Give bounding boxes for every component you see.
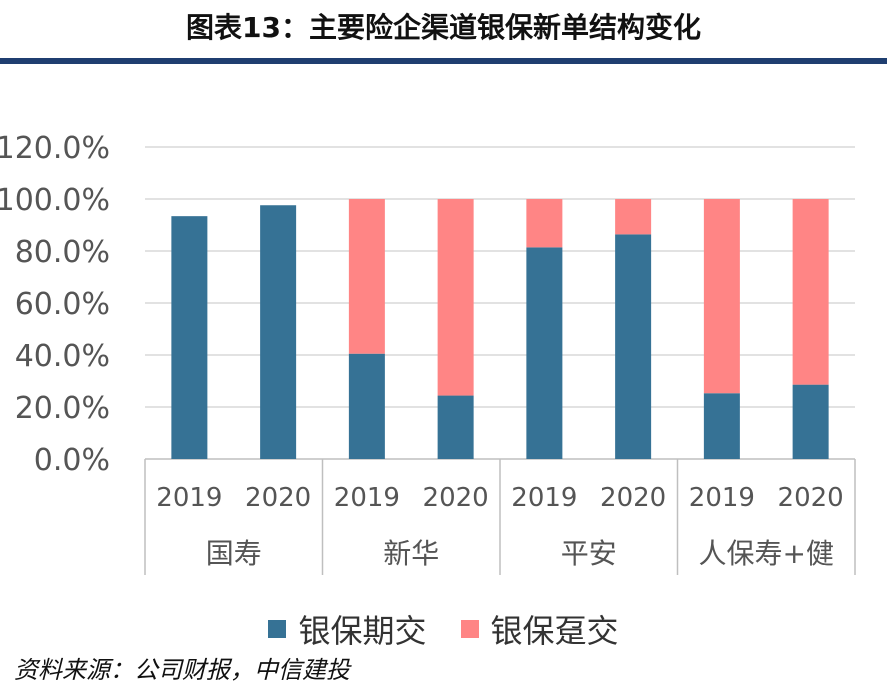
legend-swatch-series1 bbox=[268, 620, 287, 638]
x-tick-label: 2020 bbox=[600, 483, 666, 513]
x-tick-label: 2019 bbox=[334, 483, 400, 513]
bar-segment-1 bbox=[437, 395, 474, 459]
legend: 银保期交 银保趸交 bbox=[0, 606, 887, 652]
bar-segment-1 bbox=[260, 205, 297, 459]
legend-label-series1: 银保期交 bbox=[298, 612, 427, 650]
group-label: 新华 bbox=[383, 537, 439, 570]
bar-segment-1 bbox=[615, 234, 652, 459]
legend-item-series1: 银保期交 bbox=[268, 606, 427, 652]
bar-segment-1 bbox=[792, 384, 829, 459]
y-tick-label: 60.0% bbox=[15, 287, 110, 322]
y-tick-label: 20.0% bbox=[15, 391, 110, 426]
bar-segment-2 bbox=[526, 199, 563, 248]
bar-segment-2 bbox=[348, 199, 385, 354]
legend-item-series2: 银保趸交 bbox=[460, 606, 619, 652]
y-tick-label: 80.0% bbox=[15, 235, 110, 270]
source-note: 资料来源：公司财报，中信建投 bbox=[14, 656, 350, 684]
x-tick-label: 2019 bbox=[156, 483, 222, 513]
group-label: 人保寿+健 bbox=[699, 537, 834, 570]
y-tick-label: 40.0% bbox=[15, 339, 110, 374]
group-label: 国寿 bbox=[206, 537, 262, 570]
bar-segment-1 bbox=[703, 393, 740, 459]
bar-segment-1 bbox=[171, 216, 208, 459]
legend-swatch-series2 bbox=[460, 620, 479, 638]
bar-segment-1 bbox=[526, 247, 563, 459]
legend-label-series2: 银保趸交 bbox=[490, 612, 619, 650]
bar-segment-1 bbox=[348, 353, 385, 459]
bar-segment-2 bbox=[792, 199, 829, 385]
chart-title: 图表13：主要险企渠道银保新单结构变化 bbox=[186, 11, 701, 44]
x-tick-label: 2020 bbox=[245, 483, 311, 513]
x-tick-label: 2019 bbox=[511, 483, 577, 513]
bar-segment-2 bbox=[615, 199, 652, 235]
bar-segment-2 bbox=[437, 199, 474, 396]
bar-segment-2 bbox=[703, 199, 740, 394]
title-divider bbox=[0, 58, 887, 64]
y-tick-label: 100.0% bbox=[0, 183, 110, 218]
x-tick-label: 2020 bbox=[778, 483, 844, 513]
group-label: 平安 bbox=[561, 537, 617, 570]
x-tick-label: 2019 bbox=[689, 483, 755, 513]
bar-chart: 0.0% 20.0% 40.0% 60.0% 80.0% 100.0% 120.0% 2019… bbox=[0, 131, 856, 575]
x-tick-label: 2020 bbox=[423, 483, 489, 513]
y-tick-label: 120.0% bbox=[0, 131, 110, 166]
y-tick-label: 0.0% bbox=[34, 443, 110, 478]
